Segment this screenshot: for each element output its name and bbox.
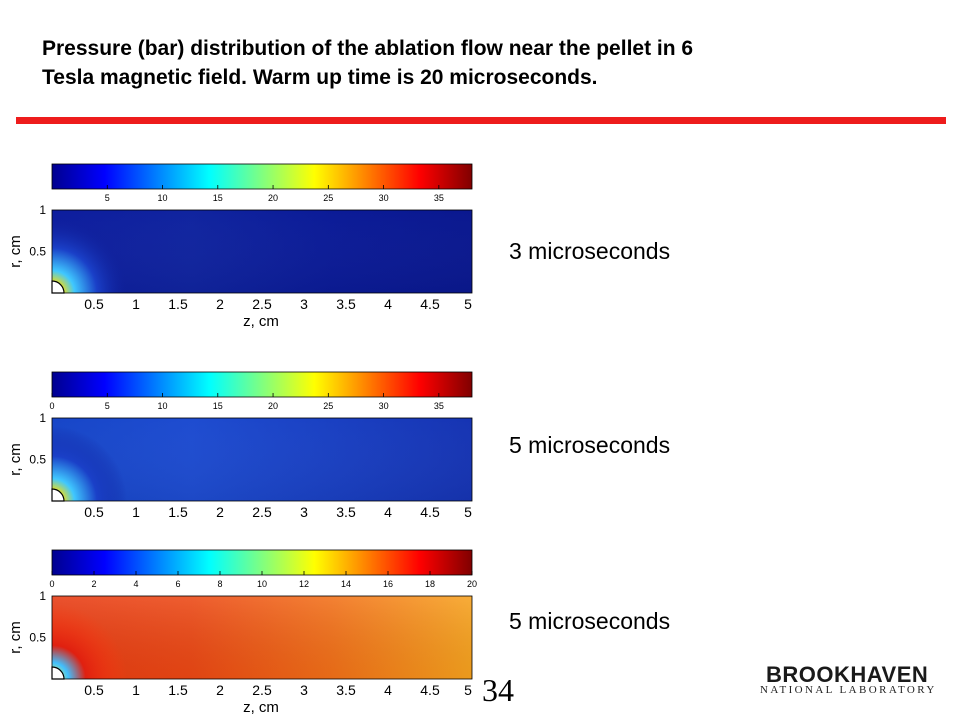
colorbar-tick-label: 30	[379, 401, 389, 411]
logo-wordmark: BROOKHAVEN	[766, 662, 929, 687]
z-tick-label: 1	[132, 504, 140, 520]
colorbar-tick-label: 2	[91, 579, 96, 589]
field-frame	[51, 209, 473, 294]
colorbar-tick-label: 25	[323, 193, 333, 203]
colorbar-tick-label: 4	[133, 579, 138, 589]
title-divider-bar	[16, 117, 946, 124]
colorbar-tick-label: 10	[257, 579, 267, 589]
z-tick-label: 3	[300, 296, 308, 312]
colorbar-tick-label: 35	[434, 401, 444, 411]
colorbar-tick-label: 6	[175, 579, 180, 589]
pellet-halo	[52, 604, 127, 679]
z-tick-label: 4.5	[420, 296, 440, 312]
colorbar-tick-label: 25	[323, 401, 333, 411]
z-tick-label: 2.5	[252, 682, 272, 698]
r-tick-label: 0.5	[29, 245, 46, 259]
colorbar-tick-label: 16	[383, 579, 393, 589]
z-tick-label: 5	[464, 504, 472, 520]
colorbar-tick-label: 12	[299, 579, 309, 589]
title-divider	[16, 117, 946, 124]
colorbar-tick-label: 5	[105, 401, 110, 411]
plot-caption-3: 5 microseconds	[509, 608, 671, 634]
r-tick-label: 1	[39, 411, 46, 425]
slide-title-line-1: Pressure (bar) distribution of the ablat…	[42, 37, 694, 60]
z-tick-label: 4.5	[420, 682, 440, 698]
z-tick-label: 3.5	[336, 504, 356, 520]
colorbar-tick-label: 20	[467, 579, 477, 589]
colorbar-tick-label: 30	[379, 193, 389, 203]
colorbar-tick-label: 5	[105, 193, 110, 203]
page-number: 34	[482, 672, 514, 708]
colorbar-tick-label: 10	[158, 193, 168, 203]
colorbar-tick-label: 35	[434, 193, 444, 203]
colorbar	[51, 163, 473, 190]
colorbar-tick-label: 10	[158, 401, 168, 411]
pressure-plot-3: 0 2 4 6 8 10 12 14 16 18 20 1 0.5 r, cm 0.5 1 1.5 2 2.5 3 3.…	[0, 546, 490, 716]
slide-title: Pressure (bar) distribution of the ablat…	[42, 34, 922, 92]
contour-figure: 0 5 10 15 20 25 30 35 1 0.5 r, cm 0.5 1 1.5 2 2.5 3 3.5 4 4…	[7, 371, 473, 520]
pressure-plot-2: 0 5 10 15 20 25 30 35 1 0.5 r, cm 0.5 1 1.5 2 2.5 3 3.5 4 4…	[0, 368, 490, 538]
z-tick-label: 2.5	[252, 504, 272, 520]
z-tick-label: 0.5	[84, 504, 104, 520]
z-tick-label: 1.5	[168, 504, 188, 520]
r-tick-label: 1	[39, 589, 46, 603]
colorbar	[51, 371, 473, 398]
z-tick-label: 5	[464, 682, 472, 698]
z-axis-label: z, cm	[243, 313, 279, 330]
contour-figure: 5 10 15 20 25 30 35 1 0.5 r, cm 0.5 1 1.5 2 2.5 3 3.5 4 4.…	[7, 163, 473, 330]
z-tick-label: 3	[300, 504, 308, 520]
r-tick-label: 1	[39, 203, 46, 217]
z-tick-label: 1.5	[168, 682, 188, 698]
colorbar-tick-label: 20	[268, 193, 278, 203]
colorbar-tick-label: 14	[341, 579, 351, 589]
pellet-halo	[52, 218, 127, 293]
plot-caption-1: 3 microseconds	[509, 238, 671, 264]
colorbar-tick-label: 15	[213, 193, 223, 203]
colorbar-tick-label: 15	[213, 401, 223, 411]
r-tick-label: 0.5	[29, 453, 46, 467]
z-tick-label: 5	[464, 296, 472, 312]
colorbar-tick-label: 0	[49, 579, 54, 589]
colorbar-tick-label: 8	[217, 579, 222, 589]
z-tick-label: 4	[384, 296, 392, 312]
z-tick-label: 2	[216, 296, 224, 312]
field-frame	[51, 417, 473, 502]
z-tick-label: 1	[132, 682, 140, 698]
colorbar	[51, 549, 473, 576]
logo-subtitle: NATIONAL LABORATORY	[760, 684, 937, 696]
z-tick-label: 3	[300, 682, 308, 698]
pressure-plot-1: 5 10 15 20 25 30 35 1 0.5 r, cm 0.5 1 1.5 2 2.5 3 3.5 4 4.…	[0, 160, 490, 330]
z-tick-label: 3.5	[336, 296, 356, 312]
r-tick-label: 0.5	[29, 631, 46, 645]
r-axis-label: r, cm	[7, 621, 24, 654]
plot-caption-2: 5 microseconds	[509, 432, 671, 458]
z-tick-label: 3.5	[336, 682, 356, 698]
r-axis-label: r, cm	[7, 443, 24, 476]
colorbar-tick-label: 0	[49, 401, 54, 411]
colorbar-tick-label: 20	[268, 401, 278, 411]
contour-figure: 0 2 4 6 8 10 12 14 16 18 20 1 0.5 r, cm 0.5 1 1.5 2 2.5 3 3.…	[7, 549, 477, 716]
r-axis-label: r, cm	[7, 235, 24, 268]
slide-title-line-2: Tesla magnetic field. Warm up time is 20…	[42, 66, 598, 89]
z-tick-label: 1	[132, 296, 140, 312]
z-tick-label: 1.5	[168, 296, 188, 312]
z-tick-label: 4	[384, 682, 392, 698]
brookhaven-logo: BROOKHAVEN NATIONAL LABORATORY	[758, 662, 944, 698]
z-tick-label: 4.5	[420, 504, 440, 520]
z-tick-label: 2	[216, 682, 224, 698]
z-tick-label: 0.5	[84, 296, 104, 312]
pellet-halo	[52, 426, 127, 501]
z-axis-label: z, cm	[243, 699, 279, 716]
z-tick-label: 4	[384, 504, 392, 520]
z-tick-label: 2.5	[252, 296, 272, 312]
field-frame	[51, 595, 473, 680]
colorbar-tick-label: 18	[425, 579, 435, 589]
z-tick-label: 0.5	[84, 682, 104, 698]
z-tick-label: 2	[216, 504, 224, 520]
